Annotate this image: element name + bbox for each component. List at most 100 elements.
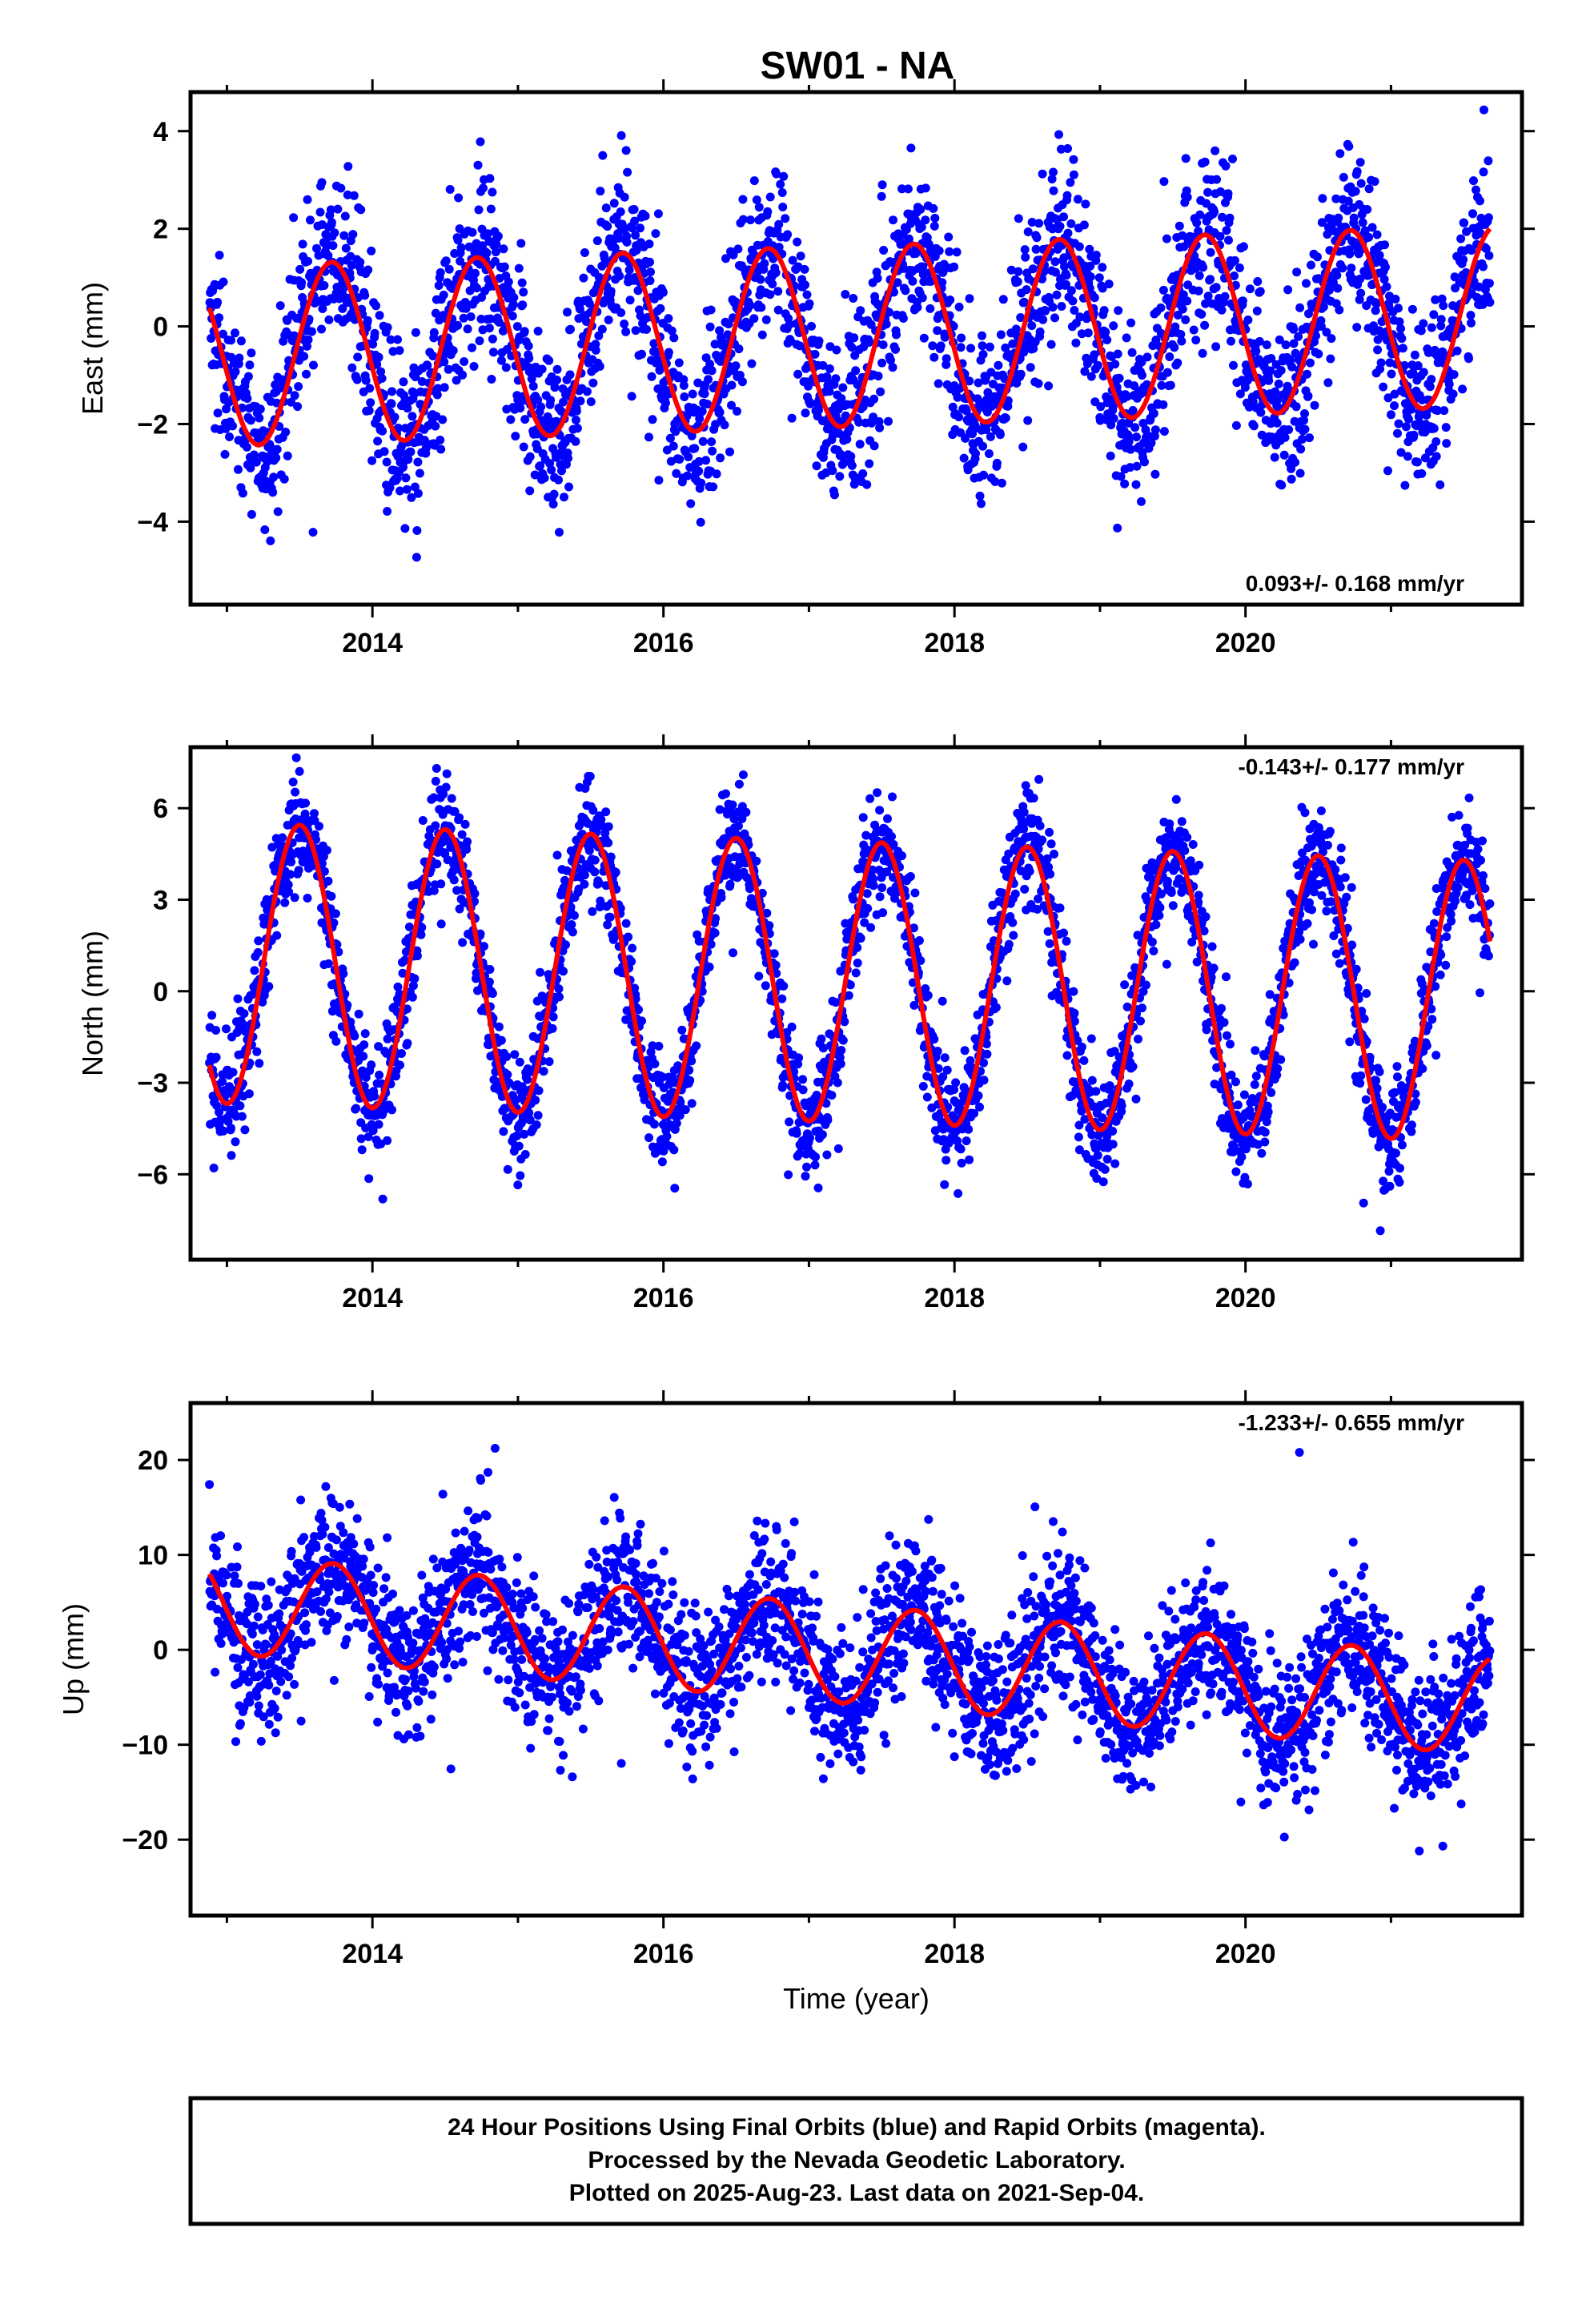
data-point: [319, 866, 329, 876]
data-point: [1098, 283, 1107, 293]
data-point: [1044, 381, 1054, 391]
data-point: [544, 356, 554, 365]
data-point: [1142, 352, 1152, 362]
data-point: [627, 392, 636, 401]
data-point: [926, 304, 935, 313]
data-point: [616, 308, 626, 317]
data-point: [1023, 227, 1033, 236]
data-point: [331, 1036, 341, 1046]
data-point: [339, 969, 348, 979]
data-point: [964, 1124, 974, 1134]
data-point: [552, 850, 562, 860]
data-point: [684, 452, 693, 461]
data-point: [1046, 839, 1056, 849]
data-point: [1210, 207, 1219, 216]
data-point: [838, 1035, 848, 1045]
data-point: [1127, 348, 1137, 357]
data-point: [453, 320, 463, 330]
data-point: [813, 1183, 823, 1192]
data-point: [734, 779, 744, 789]
data-point: [439, 790, 448, 799]
data-point: [499, 1127, 508, 1136]
data-point: [877, 180, 887, 190]
data-point: [1170, 343, 1179, 352]
data-point: [1113, 349, 1122, 359]
data-point: [683, 471, 693, 480]
data-point: [566, 324, 575, 334]
data-point: [494, 1022, 504, 1031]
data-point: [677, 1025, 687, 1035]
data-point: [401, 473, 411, 483]
data-point: [487, 375, 496, 384]
data-point: [473, 160, 483, 170]
data-point: [368, 340, 378, 349]
data-point: [866, 320, 876, 329]
data-point: [528, 381, 538, 391]
data-point: [213, 297, 223, 307]
data-point: [801, 280, 809, 290]
data-point: [453, 235, 463, 245]
data-point: [869, 881, 878, 891]
data-point: [765, 290, 775, 300]
data-point: [339, 231, 349, 240]
data-point: [1431, 295, 1440, 304]
data-point: [654, 476, 664, 485]
data-point: [471, 268, 480, 278]
data-point: [709, 482, 718, 492]
data-point: [1229, 360, 1238, 370]
data-point: [1098, 263, 1107, 272]
data-point: [1137, 497, 1146, 506]
data-point: [734, 344, 744, 354]
data-point: [875, 892, 885, 902]
data-point: [715, 408, 725, 417]
data-point: [207, 1011, 217, 1020]
data-point: [361, 376, 371, 385]
data-point: [645, 276, 655, 285]
data-point: [868, 865, 877, 875]
data-point: [624, 265, 634, 275]
data-point: [1283, 381, 1292, 391]
data-point: [463, 837, 472, 846]
data-point: [1122, 392, 1132, 401]
data-point: [1173, 311, 1182, 320]
data-point: [338, 304, 347, 313]
data-point: [1305, 433, 1314, 443]
data-point: [413, 489, 423, 498]
data-point: [710, 340, 720, 349]
data-point: [290, 391, 299, 400]
data-point: [1323, 378, 1333, 388]
data-point: [685, 1076, 695, 1085]
data-point: [1197, 309, 1207, 319]
data-point: [833, 1078, 842, 1088]
data-point: [1459, 255, 1468, 264]
data-point: [874, 416, 884, 426]
data-point: [944, 232, 954, 242]
data-point: [733, 821, 743, 830]
data-point: [952, 247, 962, 257]
data-point: [772, 169, 781, 179]
data-point: [949, 321, 958, 331]
data-point: [1231, 255, 1239, 265]
data-point: [580, 879, 589, 889]
data-point: [1407, 304, 1417, 314]
data-point: [804, 381, 813, 391]
data-point: [1364, 184, 1374, 194]
data-point: [1033, 904, 1042, 914]
data-point: [315, 822, 323, 831]
data-point: [400, 524, 410, 533]
data-point: [829, 490, 839, 500]
data-point: [1028, 264, 1038, 274]
data-point: [1243, 316, 1253, 324]
data-point: [1398, 344, 1407, 353]
data-point: [1198, 348, 1207, 358]
data-point: [921, 183, 930, 193]
data-point: [631, 231, 640, 240]
data-point: [1397, 334, 1407, 344]
data-point: [1394, 304, 1403, 313]
data-point: [938, 1124, 948, 1134]
data-point: [1091, 251, 1101, 259]
data-point: [996, 330, 1006, 340]
data-point: [827, 1091, 837, 1100]
data-point: [246, 416, 255, 425]
data-point: [1458, 384, 1468, 394]
